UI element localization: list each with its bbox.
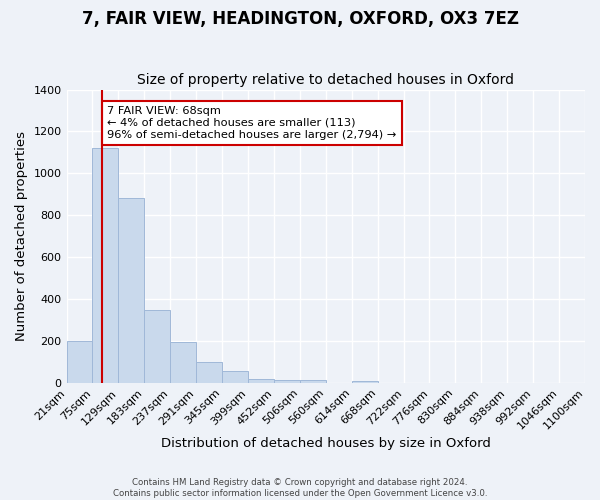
Y-axis label: Number of detached properties: Number of detached properties: [15, 131, 28, 341]
Bar: [92, 148, 118, 383]
Text: Contains HM Land Registry data © Crown copyright and database right 2024.
Contai: Contains HM Land Registry data © Crown c…: [113, 478, 487, 498]
Bar: [118, 198, 145, 383]
Title: Size of property relative to detached houses in Oxford: Size of property relative to detached ho…: [137, 73, 514, 87]
Bar: [274, 380, 300, 383]
Text: 7 FAIR VIEW: 68sqm
← 4% of detached houses are smaller (113)
96% of semi-detache: 7 FAIR VIEW: 68sqm ← 4% of detached hous…: [107, 106, 397, 140]
Bar: [300, 380, 326, 383]
Bar: [170, 342, 196, 383]
X-axis label: Distribution of detached houses by size in Oxford: Distribution of detached houses by size …: [161, 437, 491, 450]
Bar: [196, 362, 222, 383]
Text: 7, FAIR VIEW, HEADINGTON, OXFORD, OX3 7EZ: 7, FAIR VIEW, HEADINGTON, OXFORD, OX3 7E…: [82, 10, 518, 28]
Bar: [222, 372, 248, 383]
Bar: [67, 341, 92, 383]
Bar: [145, 310, 170, 383]
Bar: [248, 378, 274, 383]
Bar: [352, 380, 377, 383]
